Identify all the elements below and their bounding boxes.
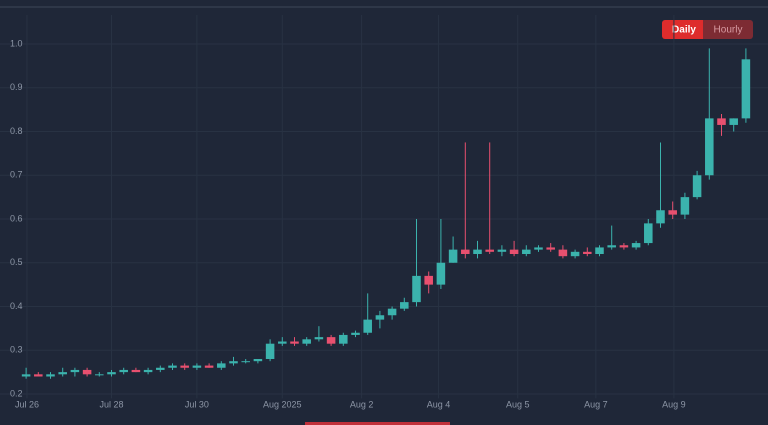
candle-body [570, 251, 580, 257]
candle-body [156, 367, 165, 370]
candle-body [217, 363, 226, 368]
candle-body [680, 197, 690, 215]
daily-label[interactable]: Daily [672, 25, 696, 36]
candle-body [253, 359, 263, 362]
candle-body [95, 374, 104, 376]
candle-body [558, 249, 568, 257]
x-tick-label: Aug 2 [350, 399, 374, 409]
candle-body [34, 374, 43, 377]
candle-body [461, 249, 470, 254]
candle-body [717, 118, 726, 125]
candle-body [278, 341, 287, 344]
candle-body [180, 365, 189, 368]
candle-body [314, 337, 324, 340]
candle-body [265, 343, 275, 359]
x-tick-label: Jul 30 [185, 399, 209, 409]
x-tick-label: Aug 2025 [263, 399, 302, 409]
y-tick-label: 0.3 [10, 345, 23, 355]
candle-body [229, 361, 238, 364]
hourly-label[interactable]: Hourly [714, 25, 743, 36]
candle-body [168, 365, 177, 368]
candle-body [656, 210, 665, 224]
x-tick-label: Aug 9 [662, 399, 686, 409]
candle-body [107, 372, 116, 375]
candle-body [705, 118, 714, 176]
candle-body [668, 210, 677, 215]
x-tick-label: Aug 7 [584, 399, 608, 409]
candle-body [326, 337, 336, 344]
candle-body [729, 118, 738, 125]
candle-body [70, 369, 80, 373]
candle-body [546, 247, 555, 250]
candle-body [131, 369, 141, 373]
candle-body [619, 245, 629, 248]
y-tick-label: 0.6 [10, 213, 23, 223]
candle-body [644, 223, 653, 244]
candle-body [375, 315, 385, 320]
bottom-bar [305, 422, 450, 425]
candle-body [497, 249, 507, 252]
candle-body [424, 275, 433, 285]
candle-body [302, 339, 311, 344]
candle-body [363, 319, 372, 333]
candle-body [595, 247, 604, 254]
candle-body [485, 249, 494, 252]
candle-body [473, 249, 482, 254]
candle-body [436, 262, 446, 285]
candle-body [58, 372, 67, 375]
candle-body [448, 249, 458, 263]
candle-body [741, 59, 751, 119]
x-tick-label: Jul 26 [15, 399, 39, 409]
hourly-button[interactable] [704, 20, 753, 39]
button-join [703, 20, 707, 39]
candle-body [400, 302, 409, 309]
candle-body [46, 374, 55, 377]
y-tick-label: 0.7 [10, 170, 23, 180]
candle-body [21, 374, 31, 377]
candle-body [119, 369, 128, 373]
candle-body [241, 361, 250, 363]
toggle: Daily Hourly [662, 20, 753, 39]
candle-body [583, 251, 592, 254]
candle-body [692, 175, 702, 198]
candle-body [509, 249, 519, 254]
x-tick-label: Aug 4 [427, 399, 451, 409]
candle-body [534, 247, 543, 250]
candle-body [339, 334, 348, 344]
candle-body [412, 275, 421, 303]
y-tick-label: 0.8 [10, 126, 23, 136]
candle-body [607, 245, 616, 248]
y-tick-label: 0.4 [10, 301, 23, 311]
candle-body [290, 341, 299, 344]
candle-body [631, 243, 641, 248]
candle-body [143, 369, 153, 373]
y-tick-label: 0.2 [10, 388, 23, 398]
y-tick-label: 1.0 [10, 38, 23, 48]
x-tick-label: Jul 28 [99, 399, 123, 409]
x-tick-label: Aug 5 [506, 399, 530, 409]
daily-button[interactable] [662, 20, 706, 39]
y-tick-label: 0.5 [10, 257, 23, 267]
candle-body [387, 308, 397, 316]
candle-body [351, 332, 360, 335]
candle-body [82, 369, 92, 375]
y-tick-label: 0.9 [10, 82, 23, 92]
candle-body [192, 365, 202, 368]
candle-body [522, 249, 531, 254]
candle-body [204, 365, 214, 368]
